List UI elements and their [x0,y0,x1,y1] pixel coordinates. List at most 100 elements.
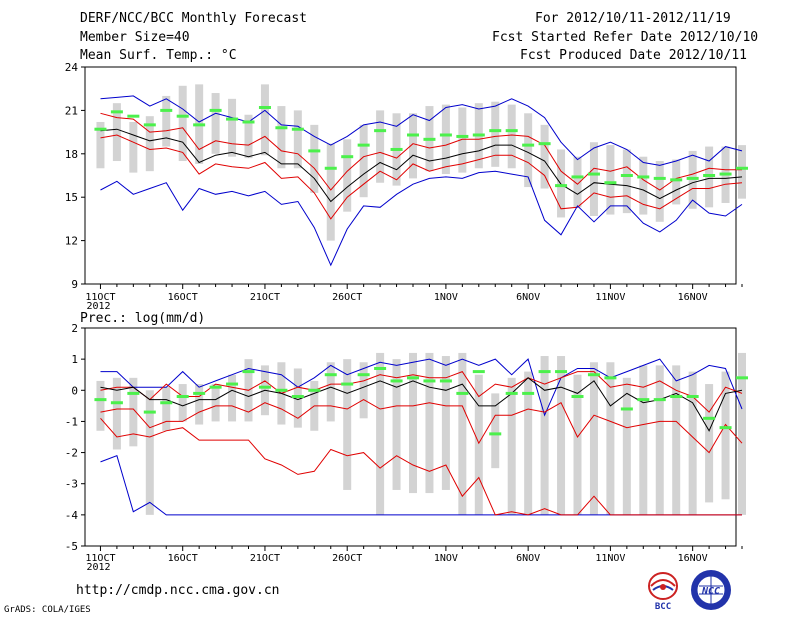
temp-obs-mark [258,106,271,110]
temp-box [211,93,220,154]
prec-box [195,384,204,425]
temp-ytick-label: 24 [65,61,79,74]
temp-box [409,113,417,179]
temp-obs-mark [390,147,403,151]
prec-xtick-label: 1NOV [434,553,458,564]
prec-xtick-label: 21OCT [250,553,280,564]
temp-box [310,124,319,193]
bcc-logo-text: BCC [655,602,671,610]
temp-ytick-label: 15 [65,191,78,204]
prec-xtick-label: 26OCT [332,553,362,564]
prec-ytick-label: 2 [71,322,78,335]
temp-obs-mark [341,155,354,159]
prec-obs-mark [374,366,387,370]
temp-series-mean [100,128,743,203]
prec-box [639,365,648,515]
temp-obs-mark [587,172,600,176]
prec-box [293,368,302,428]
temp-obs-mark [209,108,222,112]
temp-box [228,98,237,157]
prec-xtick-label: 16NOV [678,553,708,564]
temp-xtick-label: 21OCT [250,292,280,303]
prec-year-label: 2012 [86,562,110,573]
prec-box [392,359,401,490]
prec-obs-mark [637,398,650,402]
temp-obs-mark [407,133,419,137]
temp-box [672,159,681,205]
temp-box [606,145,615,215]
temp-obs-mark [670,178,683,182]
prec-box [622,377,631,515]
prec-box [228,374,237,422]
temp-box [326,143,335,241]
temp-year-label: 2012 [86,301,110,312]
temp-box [639,156,648,215]
top-variable-label: Mean Surf. Temp.: °C [80,48,237,63]
prec-obs-mark [736,376,748,380]
temp-obs-mark [653,176,666,180]
grads-credit: GrADS: COLA/IGES [4,605,91,615]
temp-box [441,104,450,175]
prec-box [376,352,385,515]
prec-obs-mark [143,410,156,414]
temp-box [293,110,302,169]
prec-box [507,377,516,515]
temp-box [129,121,138,173]
prec-box [211,384,220,422]
prec-obs-mark [719,426,732,430]
prec-box [655,365,664,515]
ncc-logo-text: NCC [701,586,720,597]
temp-obs-mark [324,166,337,170]
prec-obs-mark [324,373,337,377]
temp-box [162,95,171,147]
temp-obs-mark [719,172,732,176]
prec-obs-mark [670,395,683,399]
prec-box [425,352,434,494]
temp-ytick-label: 21 [65,104,78,117]
prec-obs-mark [209,385,222,389]
prec-obs-mark [407,376,419,380]
temp-obs-mark [456,134,469,138]
temp-obs-mark [357,143,370,147]
temp-series-lower [100,134,743,220]
prec-obs-mark [571,395,584,399]
temp-box [145,116,154,172]
prec-obs-mark [341,382,354,386]
temp-box [589,142,598,217]
prec-obs-mark [555,370,568,374]
prec-box [359,362,368,419]
source-url[interactable]: http://cmdp.ncc.cma.gov.cn [76,583,280,598]
temp-box [359,124,368,198]
temp-ytick-label: 12 [65,235,78,248]
prec-obs-mark [423,379,436,383]
prec-xtick-label: 11OCT [85,553,115,564]
prec-panel-title: Prec.: log(mm/d) [80,311,205,326]
prec-xtick-label: 11NOV [595,553,625,564]
prec-obs-mark [390,379,403,383]
prec-obs-mark [275,388,288,392]
temp-box [458,107,467,173]
temp-series-max [100,95,743,166]
prec-box [738,352,746,515]
temp-box [524,113,533,188]
prec-obs-mark [357,373,370,377]
temp-obs-mark [275,126,288,130]
prec-box [573,374,582,515]
prec-box [524,371,533,515]
prec-ytick-label: -1 [65,415,78,428]
temp-obs-mark [637,175,650,179]
temp-obs-mark [555,184,568,188]
prec-obs-mark [258,385,271,389]
prec-box [474,374,483,515]
prec-ytick-label: -4 [65,509,79,522]
temp-obs-mark [505,129,518,133]
prec-series-mean [100,377,743,432]
temp-box [507,104,516,169]
prec-obs-mark [686,395,699,399]
temp-obs-mark [423,137,436,141]
temp-box [112,103,121,162]
prec-obs-mark [604,376,617,380]
temp-obs-mark [703,174,716,177]
temp-obs-mark [308,149,321,153]
temp-box [260,84,269,156]
